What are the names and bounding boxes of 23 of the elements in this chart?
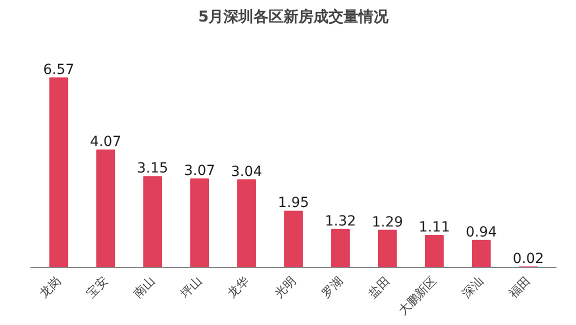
chart-title: 5月深圳各区新房成交量情况	[198, 8, 390, 26]
data-label: 1.32	[324, 213, 356, 230]
x-tick-label: 宝安	[84, 274, 111, 300]
x-tick-label: 坪山	[176, 274, 205, 302]
data-label: 1.11	[418, 219, 450, 236]
x-tick-label: 光明	[272, 274, 298, 300]
data-label: 4.07	[90, 134, 122, 150]
data-label: 3.07	[184, 162, 216, 179]
x-tick-label: 盐田	[366, 274, 392, 300]
data-label: 0.94	[466, 224, 498, 240]
data-label: 3.15	[137, 160, 168, 177]
x-tick-label: 南山	[130, 274, 158, 300]
data-label: 3.04	[230, 164, 262, 180]
x-tick-label: 大鹏新区	[396, 274, 440, 318]
data-label: 0.02	[512, 250, 544, 267]
data-label: 6.57	[43, 62, 74, 78]
x-tick-label: 龙岗	[36, 274, 64, 300]
data-label: 1.29	[372, 214, 404, 230]
data-label: 1.95	[278, 195, 310, 212]
x-tick-label: 福田	[506, 274, 534, 300]
x-tick-label: 深汕	[459, 274, 486, 300]
x-tick-label: 龙华	[224, 274, 252, 300]
x-tick-label: 罗湖	[318, 274, 346, 300]
